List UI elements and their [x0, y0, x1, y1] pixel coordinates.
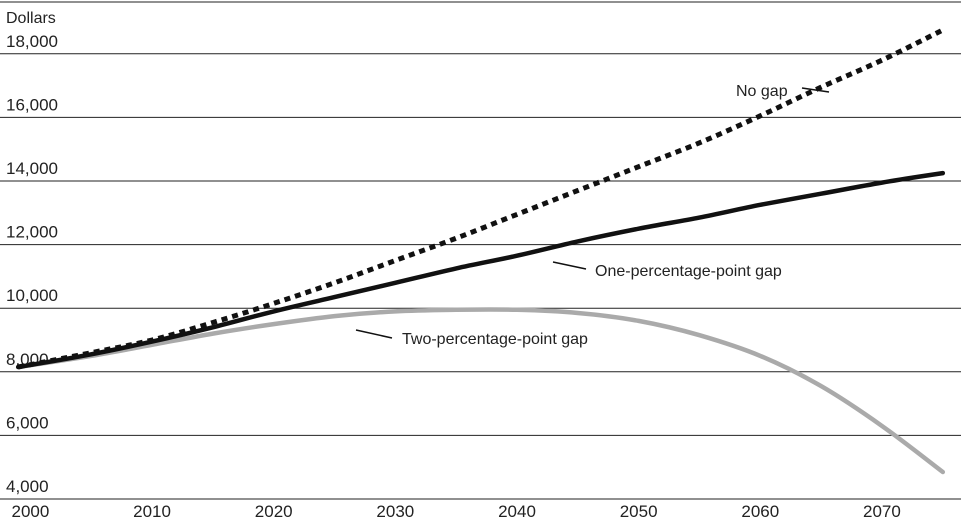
y-tick-label: 16,000 — [6, 95, 58, 114]
x-tick-label: 2070 — [863, 502, 901, 521]
annotation-leader-no-gap — [801, 87, 830, 93]
series-annotations: No gap One-percentage-point gap Two-perc… — [355, 83, 830, 348]
annotation-one-point-gap: One-percentage-point gap — [595, 263, 782, 280]
y-tick-label: 10,000 — [6, 286, 58, 305]
series-line-no-gap — [17, 27, 944, 370]
gridlines — [0, 1, 961, 500]
y-tick-label: 18,000 — [6, 32, 58, 51]
x-tick-label: 2020 — [255, 502, 293, 521]
series-line-two-percentage-point-gap — [15, 307, 946, 475]
x-tick-label: 2050 — [620, 502, 658, 521]
series-line-one-percentage-point-gap — [15, 170, 946, 370]
y-axis-ticks: 4,0006,0008,00010,00012,00014,00016,0001… — [6, 32, 58, 496]
x-tick-label: 2060 — [741, 502, 779, 521]
y-tick-label: 14,000 — [6, 159, 58, 178]
x-tick-label: 2030 — [376, 502, 414, 521]
y-tick-label: 4,000 — [6, 477, 49, 496]
annotation-leader-one-point-gap — [552, 261, 587, 270]
y-tick-label: 6,000 — [6, 413, 49, 432]
x-tick-label: 2010 — [133, 502, 171, 521]
x-tick-label: 2040 — [498, 502, 536, 521]
x-axis-ticks: 2000 2010 2020 2030 2040 2050 2060 2070 — [11, 502, 900, 521]
annotation-no-gap: No gap — [736, 83, 788, 100]
y-axis-label: Dollars — [6, 10, 56, 27]
annotation-leader-two-point-gap — [355, 329, 393, 339]
series-lines — [15, 27, 946, 475]
x-tick-label: 2000 — [11, 502, 49, 521]
y-tick-label: 12,000 — [6, 223, 58, 242]
annotation-two-point-gap: Two-percentage-point gap — [402, 331, 588, 348]
